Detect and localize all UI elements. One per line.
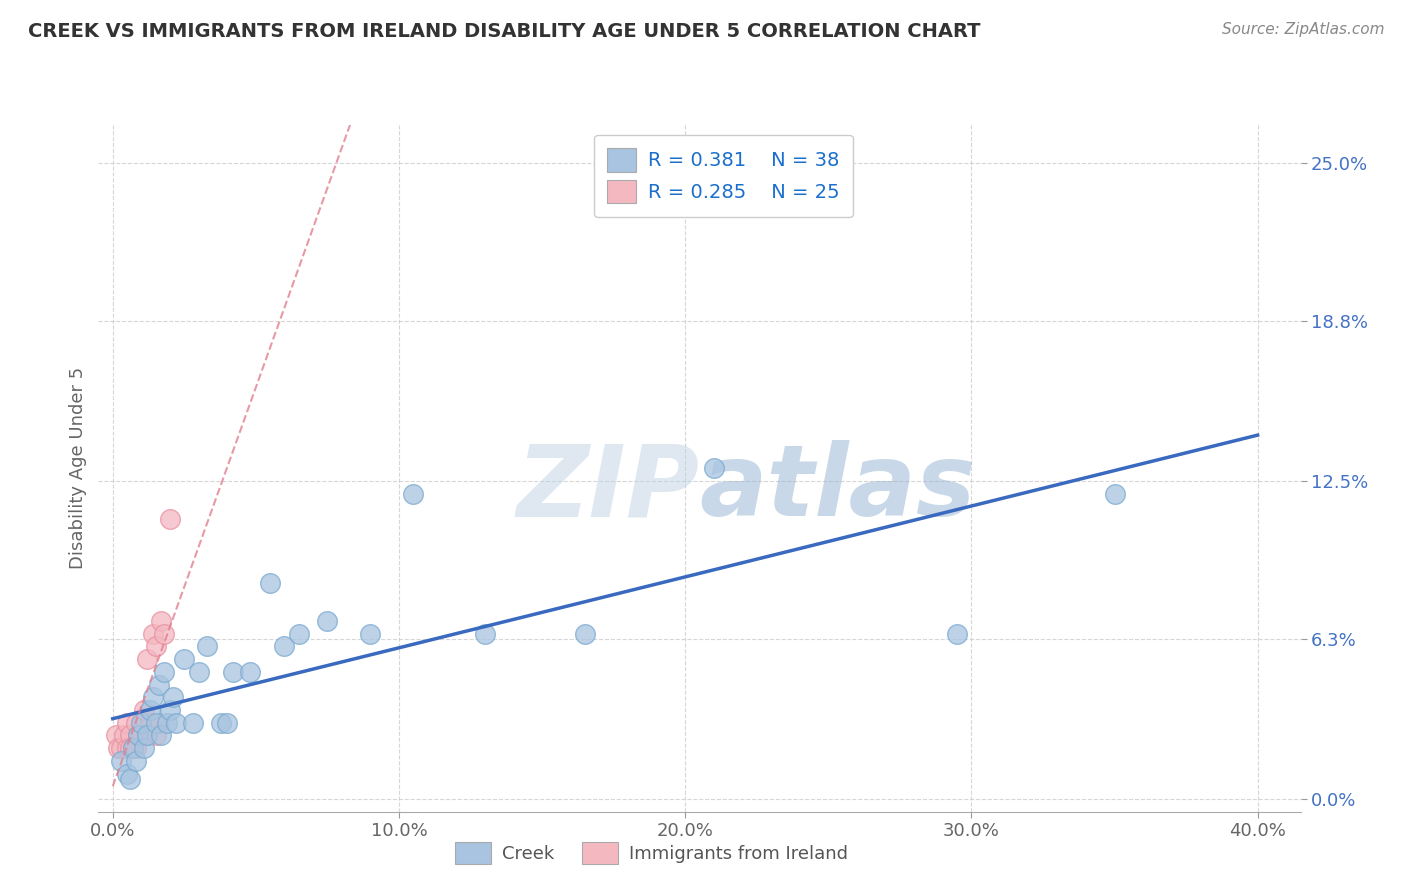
Point — [159, 512, 181, 526]
Point — [131, 728, 153, 742]
Point — [195, 640, 218, 654]
Point — [359, 626, 381, 640]
Point — [110, 754, 132, 768]
Point — [173, 652, 195, 666]
Point — [148, 677, 170, 691]
Point — [136, 652, 159, 666]
Point — [131, 715, 153, 730]
Point — [115, 715, 138, 730]
Point — [128, 728, 150, 742]
Point — [946, 626, 969, 640]
Point — [124, 741, 146, 756]
Point — [259, 575, 281, 590]
Point — [474, 626, 496, 640]
Text: Source: ZipAtlas.com: Source: ZipAtlas.com — [1222, 22, 1385, 37]
Point — [136, 728, 159, 742]
Point — [118, 741, 141, 756]
Point — [222, 665, 245, 679]
Point — [107, 741, 129, 756]
Point — [287, 626, 309, 640]
Point — [124, 715, 146, 730]
Point — [217, 715, 239, 730]
Point — [1104, 487, 1126, 501]
Point — [139, 715, 162, 730]
Point — [703, 461, 725, 475]
Legend: Creek, Immigrants from Ireland: Creek, Immigrants from Ireland — [449, 835, 855, 871]
Point — [165, 715, 187, 730]
Point — [150, 614, 173, 628]
Point — [239, 665, 262, 679]
Point — [145, 715, 167, 730]
Point — [121, 741, 143, 756]
Point — [181, 715, 204, 730]
Point — [159, 703, 181, 717]
Point — [115, 766, 138, 780]
Point — [150, 728, 173, 742]
Point — [145, 640, 167, 654]
Point — [136, 728, 159, 742]
Point — [162, 690, 184, 705]
Point — [273, 640, 295, 654]
Point — [402, 487, 425, 501]
Point — [316, 614, 339, 628]
Point — [118, 772, 141, 786]
Point — [121, 741, 143, 756]
Point — [574, 626, 596, 640]
Text: atlas: atlas — [699, 441, 976, 537]
Y-axis label: Disability Age Under 5: Disability Age Under 5 — [69, 368, 87, 569]
Point — [124, 754, 146, 768]
Point — [153, 665, 176, 679]
Point — [104, 728, 127, 742]
Point — [134, 741, 156, 756]
Point — [134, 703, 156, 717]
Point — [145, 728, 167, 742]
Point — [211, 715, 233, 730]
Point — [112, 728, 135, 742]
Point — [142, 626, 165, 640]
Point — [128, 728, 150, 742]
Point — [110, 741, 132, 756]
Point — [142, 690, 165, 705]
Point — [118, 728, 141, 742]
Point — [139, 703, 162, 717]
Point — [153, 626, 176, 640]
Text: CREEK VS IMMIGRANTS FROM IRELAND DISABILITY AGE UNDER 5 CORRELATION CHART: CREEK VS IMMIGRANTS FROM IRELAND DISABIL… — [28, 22, 980, 41]
Point — [131, 728, 153, 742]
Point — [156, 715, 179, 730]
Text: ZIP: ZIP — [516, 441, 699, 537]
Point — [115, 741, 138, 756]
Point — [148, 715, 170, 730]
Point — [187, 665, 209, 679]
